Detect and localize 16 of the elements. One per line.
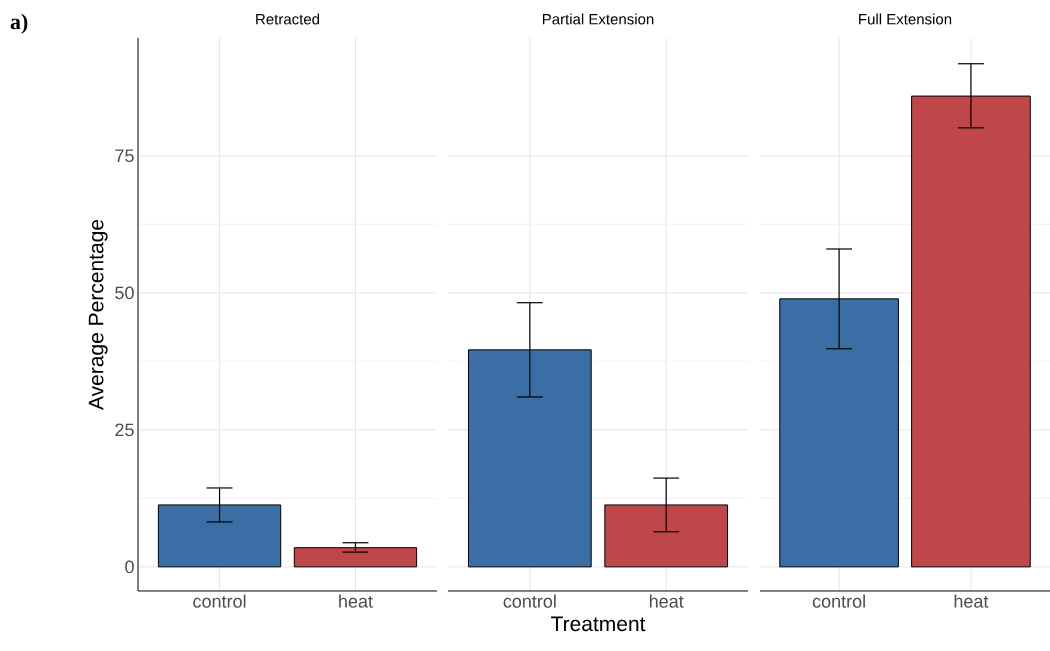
x-tick-label: heat [954, 594, 989, 608]
y-tick-label: 50 [115, 286, 134, 300]
x-tick-label: heat [649, 594, 684, 608]
chart-title: Partial Extension [542, 13, 654, 25]
x-tick-label: control [503, 594, 556, 608]
chart-title: Full Extension [859, 13, 952, 25]
y-tick-label: 25 [115, 423, 134, 437]
x-tick-label: control [193, 594, 246, 608]
y-tick-label: 0 [125, 560, 134, 574]
x-axis-title: Treatment [551, 616, 646, 632]
x-tick-label: heat [339, 594, 373, 608]
text: a) [10, 13, 28, 34]
chart-title: Retracted [256, 13, 320, 25]
y-axis-title: Average Percentage [88, 219, 108, 410]
x-tick-label: control [812, 594, 865, 608]
y-tick-label: 75 [115, 149, 134, 163]
